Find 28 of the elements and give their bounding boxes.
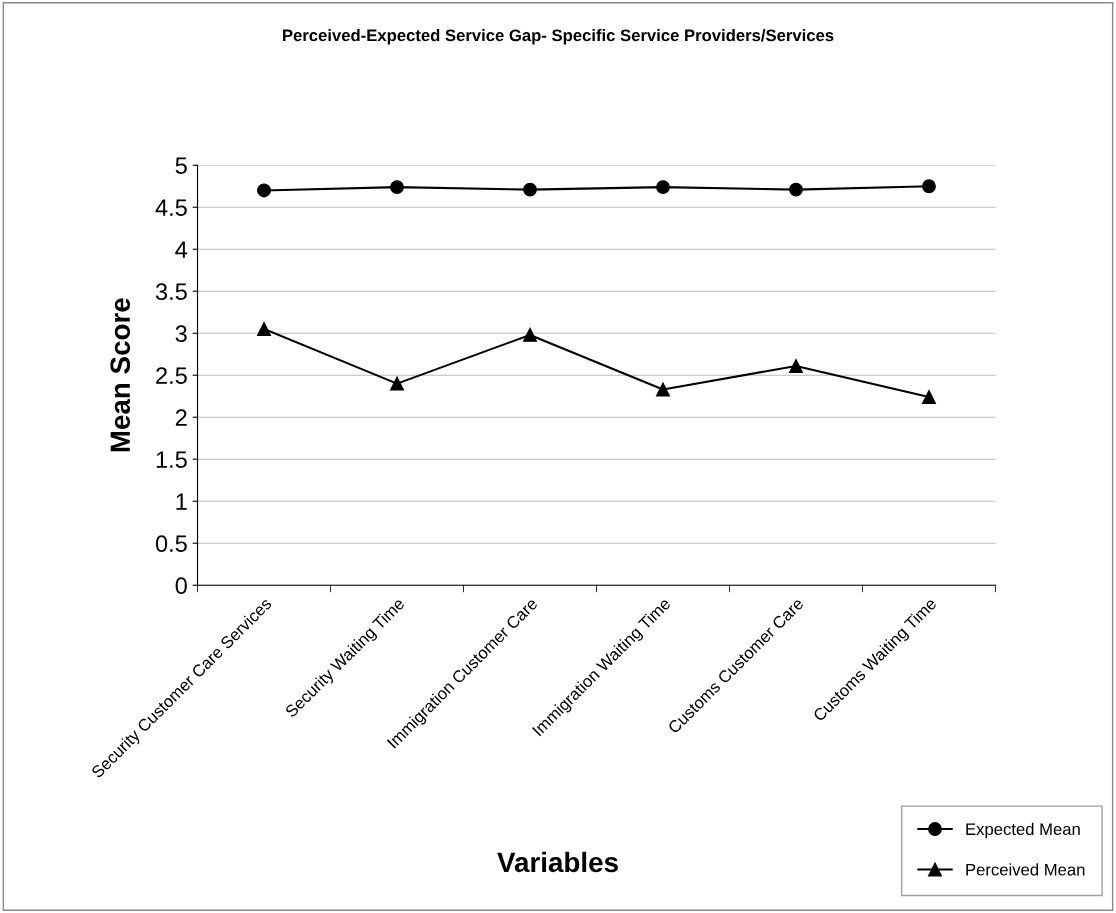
y-tick-label: 2.5 [156, 367, 187, 385]
x-axis-title: Variables [497, 851, 618, 873]
point [656, 382, 670, 397]
point [523, 327, 537, 342]
point [523, 182, 537, 197]
y-tick-label: 0.5 [155, 535, 187, 553]
y-tick-label: 4.5 [155, 199, 187, 217]
y-tick-label: 3.5 [155, 283, 187, 301]
point [922, 179, 936, 194]
chart-title: Perceived-Expected Service Gap- Specific Service Providers/Services [283, 29, 834, 45]
point [789, 182, 803, 197]
point [257, 183, 271, 198]
y-tick-label: 4 [175, 241, 188, 258]
y-tick-label: 3 [175, 325, 187, 343]
y-tick-label: 1.5 [156, 451, 187, 469]
point [789, 359, 803, 373]
legend-label: Expected Mean [966, 822, 1080, 839]
legend-label: Perceived Mean [966, 863, 1085, 876]
point [922, 390, 936, 405]
y-axis-title: Mean Score [110, 298, 131, 452]
point [656, 180, 670, 195]
point [390, 180, 404, 195]
y-tick-label: 1 [176, 493, 187, 510]
point [390, 376, 404, 391]
y-tick-label: 2 [175, 409, 187, 426]
y-tick-label: 5 [175, 157, 187, 175]
y-tick-label: 0 [175, 577, 187, 595]
point [257, 322, 271, 336]
